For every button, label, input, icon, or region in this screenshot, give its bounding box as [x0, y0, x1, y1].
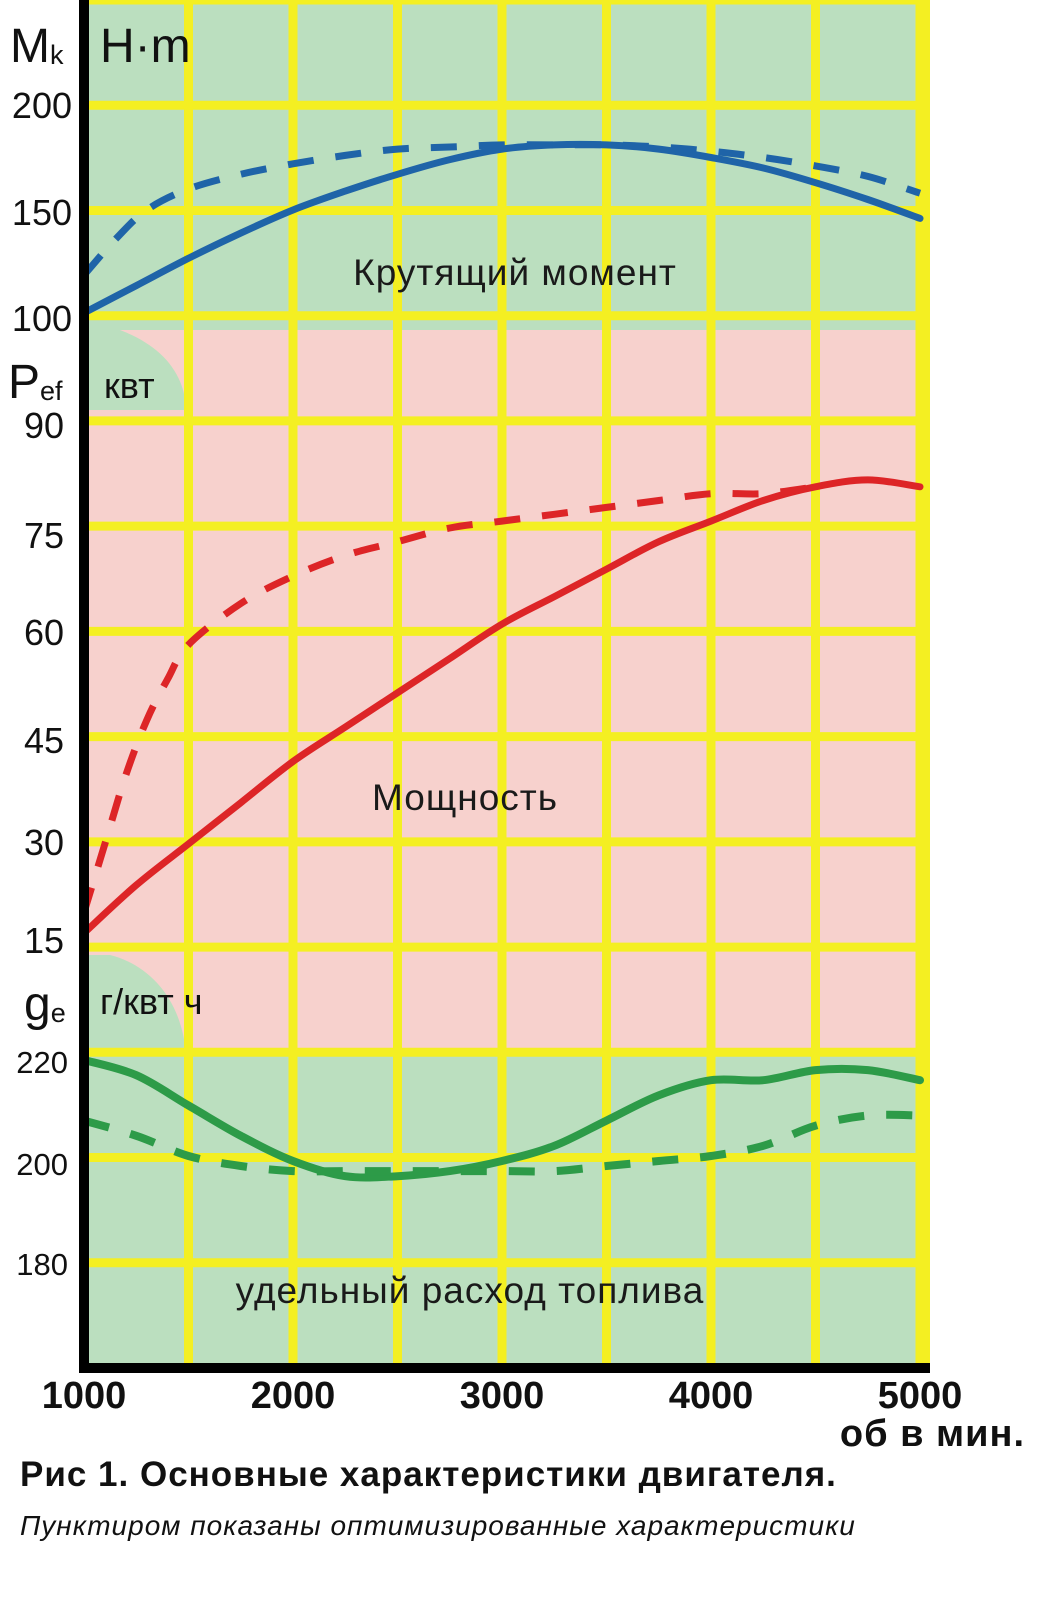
axes [79, 0, 930, 1373]
fuel-panel-corner [84, 955, 186, 1055]
figure-caption-subtitle: Пунктиром показаны оптимизированные хара… [20, 1510, 856, 1541]
x-tick-label: 3000 [460, 1375, 545, 1417]
x-tick-label: 2000 [251, 1375, 336, 1417]
power-panel-corner [84, 330, 186, 410]
torque-dashed-curve [81, 141, 922, 278]
power-y-tick-label: 60 [24, 612, 64, 653]
fuel-y-tick-label: 180 [16, 1247, 68, 1282]
power-solid-curve [80, 476, 924, 937]
power-y-tick-label: 30 [24, 822, 64, 863]
torque-y-tick-label: 150 [12, 192, 72, 233]
power-y-tick-label: 75 [24, 515, 64, 556]
fuel-axis-unit: г/квт ч [100, 981, 202, 1022]
fuel-y-tick-label: 200 [16, 1147, 68, 1182]
power-y-tick-label: 15 [24, 920, 64, 961]
power-dashed-curve [80, 483, 816, 914]
torque-axis-symbol: Mk [10, 20, 64, 73]
torque-solid-curve [80, 140, 924, 317]
labels: 200 150 100 Mk H·m Крутящий момент 90 75 60 45 30 1… [8, 20, 1025, 1450]
fuel-axis-symbol-subscript: e [51, 998, 66, 1028]
torque-axis-unit: H·m [100, 20, 191, 73]
fuel-axis-symbol: ge [24, 978, 66, 1031]
fuel-panel-title: удельный расход топлива [236, 1270, 705, 1311]
engine-characteristics-chart: 200 150 100 Mk H·m Крутящий момент 90 75 60 45 30 1… [8, 0, 1025, 1450]
power-panel-title: Мощность [372, 777, 558, 818]
power-y-tick-label: 90 [24, 405, 64, 446]
power-y-tick-label: 45 [24, 720, 64, 761]
torque-axis-symbol-subscript: k [50, 40, 64, 70]
x-tick-label: 1000 [42, 1375, 127, 1417]
fuel-solid-curve [80, 1056, 924, 1182]
torque-y-tick-label: 100 [12, 298, 72, 339]
grid [79, 0, 930, 1373]
x-tick-label: 5000 [878, 1375, 963, 1417]
power-axis-unit: квт [104, 365, 155, 406]
x-axis-label: об в мин. [840, 1413, 1025, 1450]
torque-panel-title: Крутящий момент [353, 252, 677, 293]
fuel-y-tick-label: 220 [16, 1045, 68, 1080]
figure-caption-title: Рис 1. Основные характеристики двигателя… [20, 1455, 837, 1494]
torque-y-tick-label: 200 [12, 85, 72, 126]
curves [80, 140, 924, 1182]
fuel-dashed-curve [82, 1110, 921, 1176]
power-axis-symbol-subscript: ef [40, 376, 63, 406]
power-axis-symbol: Pef [8, 356, 63, 409]
x-tick-label: 4000 [669, 1375, 754, 1417]
